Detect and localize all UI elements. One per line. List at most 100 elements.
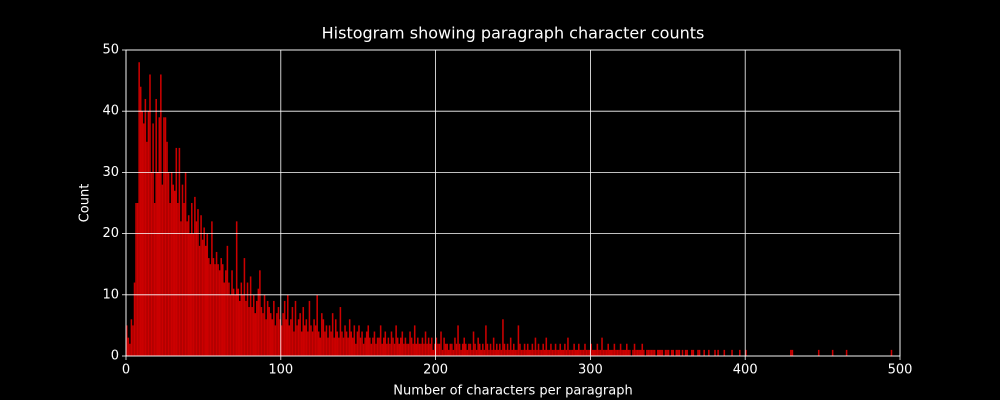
- bar: [582, 349, 585, 356]
- bar: [282, 313, 284, 356]
- bar: [375, 343, 377, 356]
- bar: [215, 251, 218, 356]
- bar: [200, 215, 202, 356]
- bar: [181, 184, 184, 356]
- bar: [126, 325, 128, 356]
- bar: [601, 337, 603, 356]
- bar: [240, 282, 243, 356]
- bar: [406, 343, 408, 356]
- bar: [508, 349, 510, 356]
- bar: [350, 331, 353, 356]
- x-axis-label: Number of characters per paragraph: [393, 384, 632, 399]
- x-tick-label: 400: [733, 363, 758, 378]
- bar: [452, 349, 455, 356]
- x-tick-label: 300: [578, 363, 603, 378]
- bar: [499, 343, 501, 356]
- x-tick-label: 0: [122, 363, 130, 378]
- bar: [208, 258, 210, 356]
- bar: [398, 343, 400, 356]
- bar: [677, 349, 679, 356]
- bar: [635, 349, 637, 356]
- bar: [273, 300, 275, 356]
- bar: [595, 349, 597, 356]
- bar: [259, 270, 261, 356]
- bar: [426, 343, 428, 356]
- bar: [545, 337, 548, 356]
- bars: [126, 62, 893, 357]
- bar: [404, 337, 407, 356]
- bar: [365, 331, 368, 356]
- bar: [170, 172, 173, 356]
- bar: [627, 349, 630, 356]
- bar: [242, 294, 244, 356]
- bar: [612, 349, 614, 356]
- y-tick-label: 50: [102, 43, 119, 58]
- bar: [731, 349, 733, 356]
- bar: [560, 349, 563, 356]
- bar: [324, 331, 326, 356]
- bar: [502, 319, 504, 356]
- bar: [514, 349, 517, 356]
- bar: [691, 349, 693, 356]
- bar: [399, 337, 402, 356]
- bar: [300, 331, 303, 356]
- bar: [180, 221, 182, 356]
- bar: [584, 343, 586, 356]
- bar: [550, 343, 552, 356]
- bar: [139, 86, 142, 356]
- bar: [557, 349, 560, 356]
- bar: [299, 313, 301, 356]
- bar: [468, 343, 470, 356]
- bar: [531, 343, 534, 356]
- bar: [653, 349, 656, 356]
- bar: [437, 343, 439, 356]
- bar: [686, 349, 688, 356]
- bar: [331, 313, 334, 356]
- bar: [304, 325, 306, 356]
- bar: [519, 343, 521, 356]
- bar: [344, 325, 346, 356]
- bar: [209, 264, 212, 356]
- bar: [553, 349, 555, 356]
- y-tick-label: 0: [111, 349, 119, 364]
- bar: [172, 184, 174, 356]
- bar: [283, 300, 286, 356]
- bar: [257, 288, 260, 356]
- bar: [136, 203, 139, 356]
- bar: [622, 349, 625, 356]
- bar: [626, 343, 628, 356]
- bar: [588, 349, 591, 356]
- bar: [392, 337, 394, 356]
- bar: [516, 349, 518, 356]
- plot-frame: [125, 49, 901, 357]
- bar: [666, 349, 668, 356]
- bar: [166, 141, 168, 356]
- bar: [570, 349, 572, 356]
- bar: [791, 349, 794, 356]
- bar: [223, 282, 226, 356]
- bar: [130, 319, 133, 356]
- bar: [286, 294, 289, 356]
- bar: [658, 349, 661, 356]
- bar: [420, 343, 422, 356]
- bar: [201, 239, 204, 356]
- x-tick-label: 100: [268, 363, 293, 378]
- bar: [177, 203, 179, 356]
- bar: [624, 349, 627, 356]
- bar: [485, 325, 487, 356]
- bar: [265, 319, 267, 356]
- y-tick-label: 10: [102, 287, 119, 302]
- bar: [307, 331, 309, 356]
- bar: [482, 343, 484, 356]
- bar: [480, 349, 483, 356]
- bar: [573, 343, 575, 356]
- bar: [234, 294, 236, 356]
- bar: [153, 203, 156, 356]
- bar: [520, 349, 523, 356]
- bar: [256, 300, 258, 356]
- bar: [423, 343, 425, 356]
- bar: [231, 270, 233, 356]
- bar: [494, 349, 496, 356]
- bar: [608, 349, 611, 356]
- bar: [246, 282, 249, 356]
